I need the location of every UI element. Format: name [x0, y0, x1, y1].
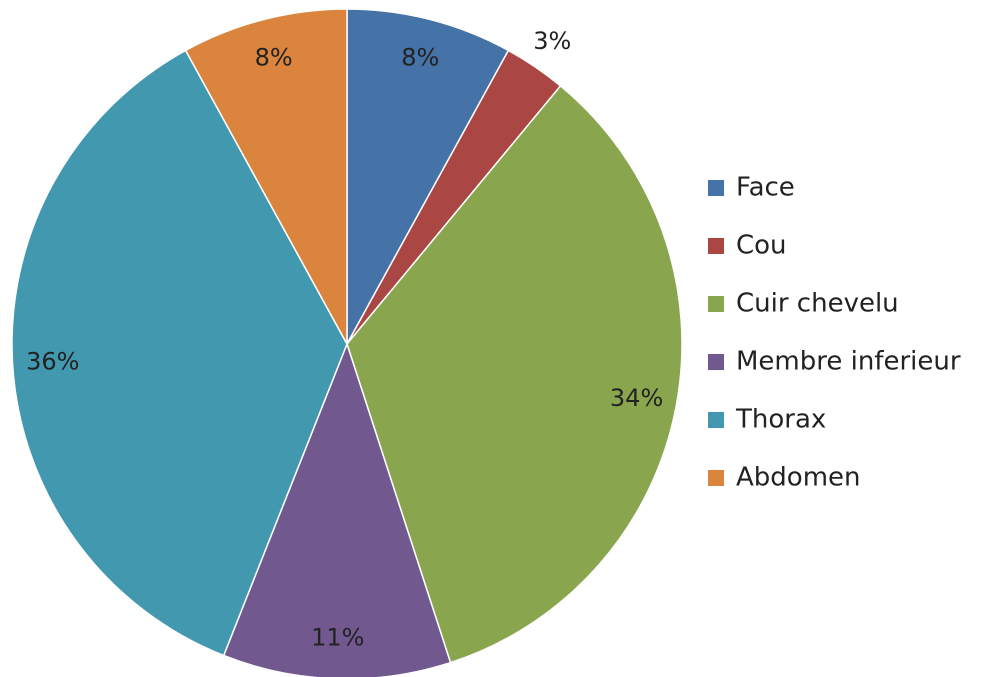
pie-slice — [346, 84, 683, 664]
legend-label: Membre inferieur — [736, 347, 961, 377]
pie-slice — [11, 49, 348, 657]
pie-slice — [184, 8, 348, 345]
legend-swatch — [708, 296, 724, 312]
data-label: 34% — [610, 384, 663, 412]
legend-label: Cuir chevelu — [736, 289, 899, 319]
legend: Face Cou Cuir chevelu Membre inferieur Thora… — [708, 173, 961, 493]
data-label: 8% — [255, 43, 293, 71]
legend-swatch — [708, 238, 724, 254]
legend-label: Abdomen — [736, 463, 861, 493]
data-label: 11% — [311, 624, 364, 652]
pie-slice — [222, 341, 452, 677]
legend-swatch — [708, 412, 724, 428]
pie-slice — [346, 8, 510, 345]
data-label: 3% — [533, 27, 571, 55]
legend-swatch — [708, 470, 724, 486]
data-label: 36% — [26, 348, 79, 376]
legend-label: Face — [736, 173, 795, 203]
data-label: 8% — [401, 43, 439, 71]
legend-swatch — [708, 180, 724, 196]
legend-swatch — [708, 354, 724, 370]
legend-label: Cou — [736, 231, 787, 261]
legend-label: Thorax — [735, 405, 826, 435]
